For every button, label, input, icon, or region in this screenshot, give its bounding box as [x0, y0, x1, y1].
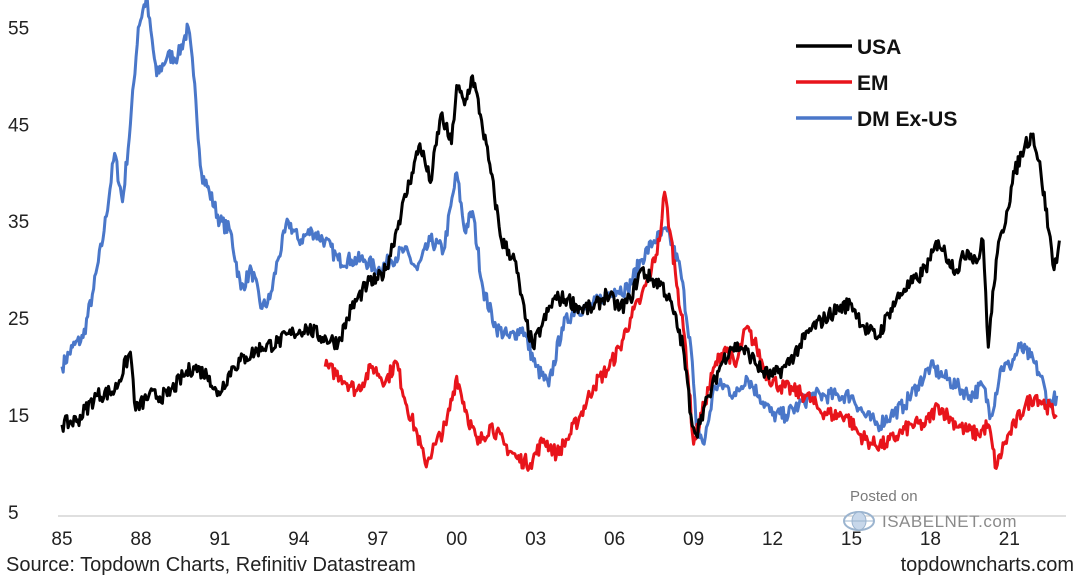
- series-line-em: [325, 192, 1056, 470]
- y-tick-label: 35: [8, 212, 29, 233]
- source-note: Source: Topdown Charts, Refinitiv Datast…: [6, 554, 416, 577]
- y-tick-label: 25: [8, 309, 29, 330]
- x-tick-label: 97: [367, 529, 388, 550]
- y-axis-ticks: 5 15 25 35 45 55: [8, 18, 29, 524]
- legend: USA EM DM Ex-US: [796, 36, 957, 131]
- y-tick-label: 55: [8, 18, 29, 39]
- x-tick-label: 91: [209, 529, 230, 550]
- series-lines: [62, 0, 1059, 470]
- x-tick-label: 00: [446, 529, 467, 550]
- x-tick-label: 85: [51, 529, 72, 550]
- isabelnet-label: ISABELNET.com: [882, 512, 1017, 532]
- globe-icon: [842, 509, 876, 533]
- posted-on-label: Posted on: [850, 488, 918, 505]
- x-tick-label: 88: [130, 529, 151, 550]
- legend-label: DM Ex-US: [857, 108, 957, 131]
- legend-label: USA: [857, 36, 901, 59]
- brand-url: topdowncharts.com: [901, 554, 1074, 577]
- isabelnet-watermark: Posted on ISABELNET.com: [838, 487, 1058, 537]
- y-tick-label: 5: [8, 503, 19, 524]
- x-tick-label: 12: [762, 529, 783, 550]
- x-tick-label: 03: [525, 529, 546, 550]
- x-tick-label: 06: [604, 529, 625, 550]
- series-line-dm-ex-us: [62, 0, 1057, 444]
- legend-label: EM: [857, 72, 889, 95]
- y-tick-label: 15: [8, 406, 29, 427]
- y-tick-label: 45: [8, 115, 29, 136]
- x-tick-label: 94: [288, 529, 310, 550]
- x-tick-label: 09: [683, 529, 704, 550]
